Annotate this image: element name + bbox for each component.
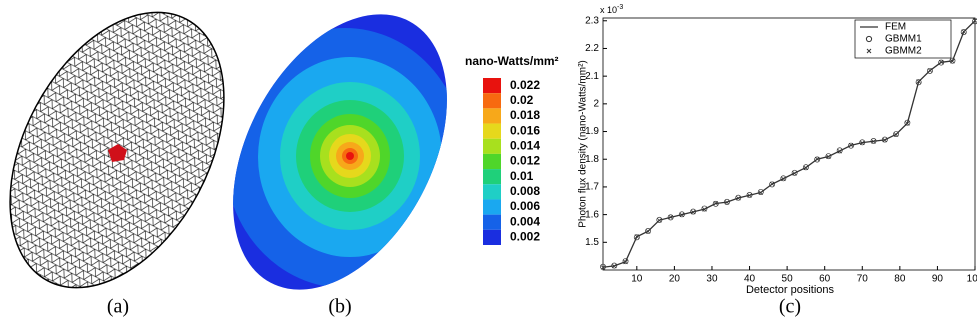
x-tick-label: 90 <box>932 274 944 285</box>
colorbar-swatch <box>483 139 501 154</box>
colorbar-swatch <box>483 230 501 245</box>
figure: nano-Watts/mm² (a) (b) (c) Detector posi… <box>0 0 977 326</box>
colorbar-swatch <box>483 215 501 230</box>
x-tick-label: 30 <box>706 274 718 285</box>
mesh-panel <box>0 0 268 324</box>
y-tick-label: 2.3 <box>585 15 599 26</box>
colorbar-swatch <box>483 154 501 169</box>
flux-panel <box>225 0 465 310</box>
colorbar-swatch <box>483 169 501 184</box>
colorbar-tick-label: 0.002 <box>510 230 540 244</box>
x-tick-label: 80 <box>894 274 906 285</box>
y-tick-label: 2.2 <box>585 43 599 54</box>
legend-label: GBMM2 <box>885 46 922 57</box>
colorbar-tick-label: 0.014 <box>510 138 540 152</box>
y-tick-label: 2 <box>593 98 599 109</box>
x-tick-label: 40 <box>744 274 756 285</box>
legend-label: FEM <box>885 22 906 33</box>
panel-label: (b) <box>328 296 351 318</box>
colorbar-tick-label: 0.01 <box>510 169 534 183</box>
colorbar-tick-label: 0.008 <box>510 184 540 198</box>
colorbar-swatch <box>483 199 501 214</box>
colorbar-swatch <box>483 78 501 93</box>
y-tick-label: 1.8 <box>585 154 599 165</box>
colorbar-tick-label: 0.012 <box>510 154 540 168</box>
colorbar-tick-label: 0.022 <box>510 78 540 92</box>
colorbar-swatch <box>483 93 501 108</box>
colorbar-swatch <box>483 184 501 199</box>
x-tick-label: 20 <box>669 274 681 285</box>
colorbar-swatch <box>483 108 501 123</box>
y-tick-label: 1.7 <box>585 182 599 193</box>
x-tick-label: 60 <box>819 274 831 285</box>
colorbar-tick-label: 0.02 <box>510 93 534 107</box>
x-axis-label: Detector positions <box>746 284 835 296</box>
colorbar-tick-label: 0.004 <box>510 214 540 228</box>
y-multiplier: x 10-3 <box>600 4 623 16</box>
colorbar-tick-label: 0.006 <box>510 199 540 213</box>
y-tick-label: 1.6 <box>585 209 599 220</box>
x-tick-label: 10 <box>631 274 643 285</box>
colorbar-swatch <box>483 124 501 139</box>
y-tick-label: 1.9 <box>585 126 599 137</box>
panel-label: (a) <box>107 296 129 318</box>
colorbar-title: nano-Watts/mm² <box>465 54 559 68</box>
x-tick-label: 50 <box>782 274 794 285</box>
panel-label: (c) <box>779 296 801 318</box>
colorbar-tick-label: 0.018 <box>510 108 540 122</box>
x-tick-label: 70 <box>857 274 869 285</box>
legend-label: GBMM1 <box>885 34 922 45</box>
y-tick-label: 1.5 <box>585 237 599 248</box>
colorbar-tick-label: 0.016 <box>510 123 540 137</box>
x-tick-label: 100 <box>967 274 977 285</box>
y-axis-label: Photon flux density (nano-Watts/mm²) <box>578 60 589 227</box>
y-tick-label: 2.1 <box>585 71 599 82</box>
